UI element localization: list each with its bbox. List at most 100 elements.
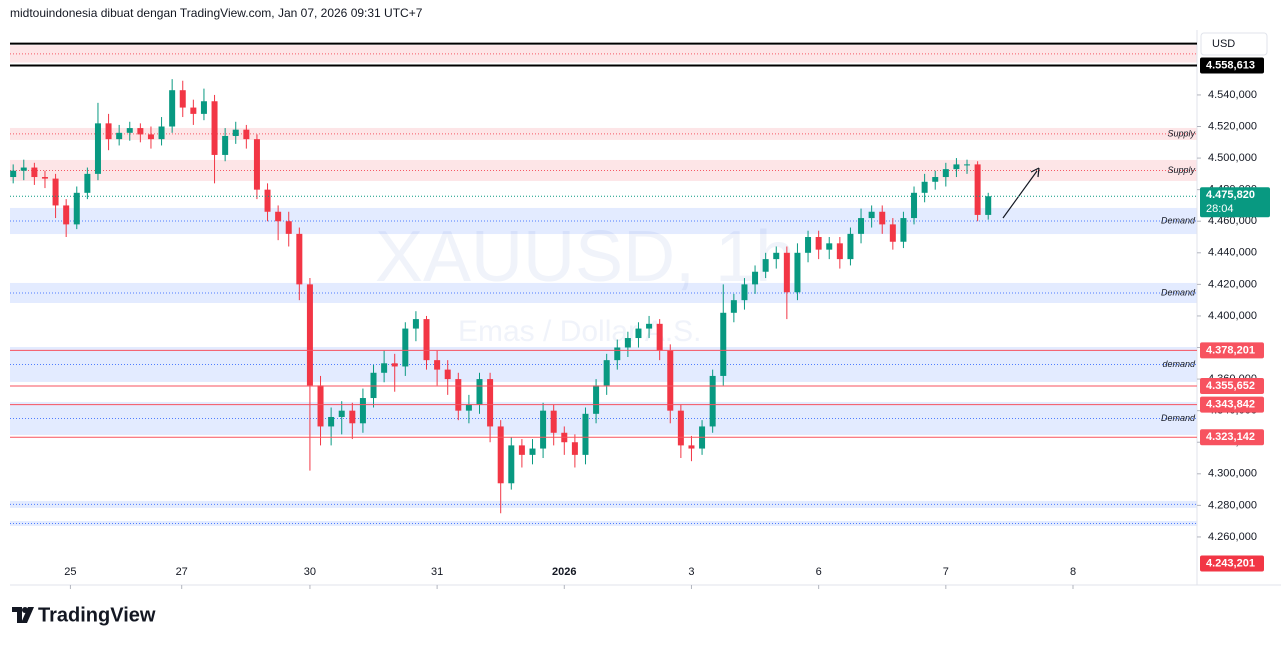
price-tag-label: 4.378,201 [1206,344,1255,356]
candle-body [349,410,356,424]
zone [10,282,1197,303]
y-tick-label: 4.260,000 [1208,531,1257,543]
candle-body [158,126,165,140]
x-tick-label: 25 [64,566,76,578]
candle-body [264,189,271,212]
candle-body [222,135,229,155]
candle-body [879,211,886,225]
candle-body [974,164,981,215]
candle-body [550,410,557,433]
price-tag-label: 4.243,201 [1206,557,1255,569]
candle-body [63,205,70,225]
candle-body [381,363,388,373]
candle-body [253,139,260,190]
candle-body [932,177,939,182]
candle-body [921,181,928,193]
y-tick-label: 4.300,000 [1208,468,1257,480]
candle-body [624,338,631,348]
candle-body [275,211,282,222]
candle-body [656,323,663,351]
x-tick-label: 6 [816,566,822,578]
logo: TradingView [12,604,156,626]
x-tick-label: 27 [176,566,188,578]
candle-body [826,243,833,250]
candle-body [296,233,303,285]
candle-body [370,372,377,399]
candle-body [338,410,345,417]
y-tick-label: 4.460,000 [1208,215,1257,227]
candle-body [126,128,133,133]
candle-body [243,129,250,140]
candle-body [402,328,409,367]
zone-label: demand [1162,359,1196,369]
candle-body [497,426,504,484]
countdown: 28:04 [1206,203,1234,215]
candle-body [868,211,875,219]
candle-body [794,252,801,293]
zone [10,45,1197,63]
candle-body [752,271,759,285]
candle-body [709,375,716,427]
zone [10,347,1197,382]
candle-body [635,328,642,339]
currency[interactable]: USD [1212,38,1235,50]
candle-body [31,167,38,178]
zone-label: Supply [1167,165,1195,175]
candle-body [444,369,451,380]
candle-body [677,410,684,446]
x-tick-label: 2026 [552,566,576,578]
zone-label: Supply [1167,128,1195,138]
x-tick-label: 31 [431,566,443,578]
candle-body [487,379,494,427]
candle-body [762,259,769,272]
price-tag-bg [1200,377,1264,394]
candle-body [847,233,854,260]
candle-body [232,129,239,136]
candle-body [942,169,949,178]
candle-body [730,300,737,313]
candle-body [359,398,366,424]
y-tick-label: 4.440,000 [1208,247,1257,259]
price-tag-bg [1200,57,1264,74]
candle-body [116,132,123,140]
candle-body [889,224,896,242]
candle-body [317,385,324,427]
zone-label: Demand [1161,215,1196,225]
candle-body [423,319,430,361]
y-tick-label: 4.420,000 [1208,278,1257,290]
candle-body [540,410,547,449]
candle-body [508,445,515,484]
candle-body [211,101,218,155]
currency-button[interactable] [1200,32,1268,56]
candle-body [773,252,780,260]
candle-body [105,123,112,140]
candle-body [593,385,600,414]
zone-label: Demand [1161,413,1196,423]
candle-body [455,379,462,411]
candle-body [10,170,17,178]
last-price-label: 4.475,820 [1206,189,1255,201]
zone [10,207,1197,235]
candle-body [137,128,144,135]
candle-body [84,173,91,193]
header: midtouindonesia dibuat dengan TradingVie… [10,6,423,20]
candle-body [741,284,748,301]
price-tag-label: 4.343,842 [1206,399,1255,411]
candle-body [815,237,822,250]
candle-body [306,284,313,386]
price-tag-bg [1200,429,1264,446]
candle-body [200,101,207,114]
candle-body [900,218,907,242]
last-price-tag [1200,187,1270,218]
logo-text: TradingView [38,604,156,626]
candle-body [476,379,483,405]
price-tag-bg [1200,342,1264,359]
x-tick-label: 30 [304,566,316,578]
candle-body [41,177,48,179]
candle-body [964,164,971,166]
candle-body [465,404,472,411]
price-tag-label: 4.558,613 [1206,59,1255,71]
y-tick-label: 4.540,000 [1208,89,1257,101]
candle-body [412,319,419,329]
